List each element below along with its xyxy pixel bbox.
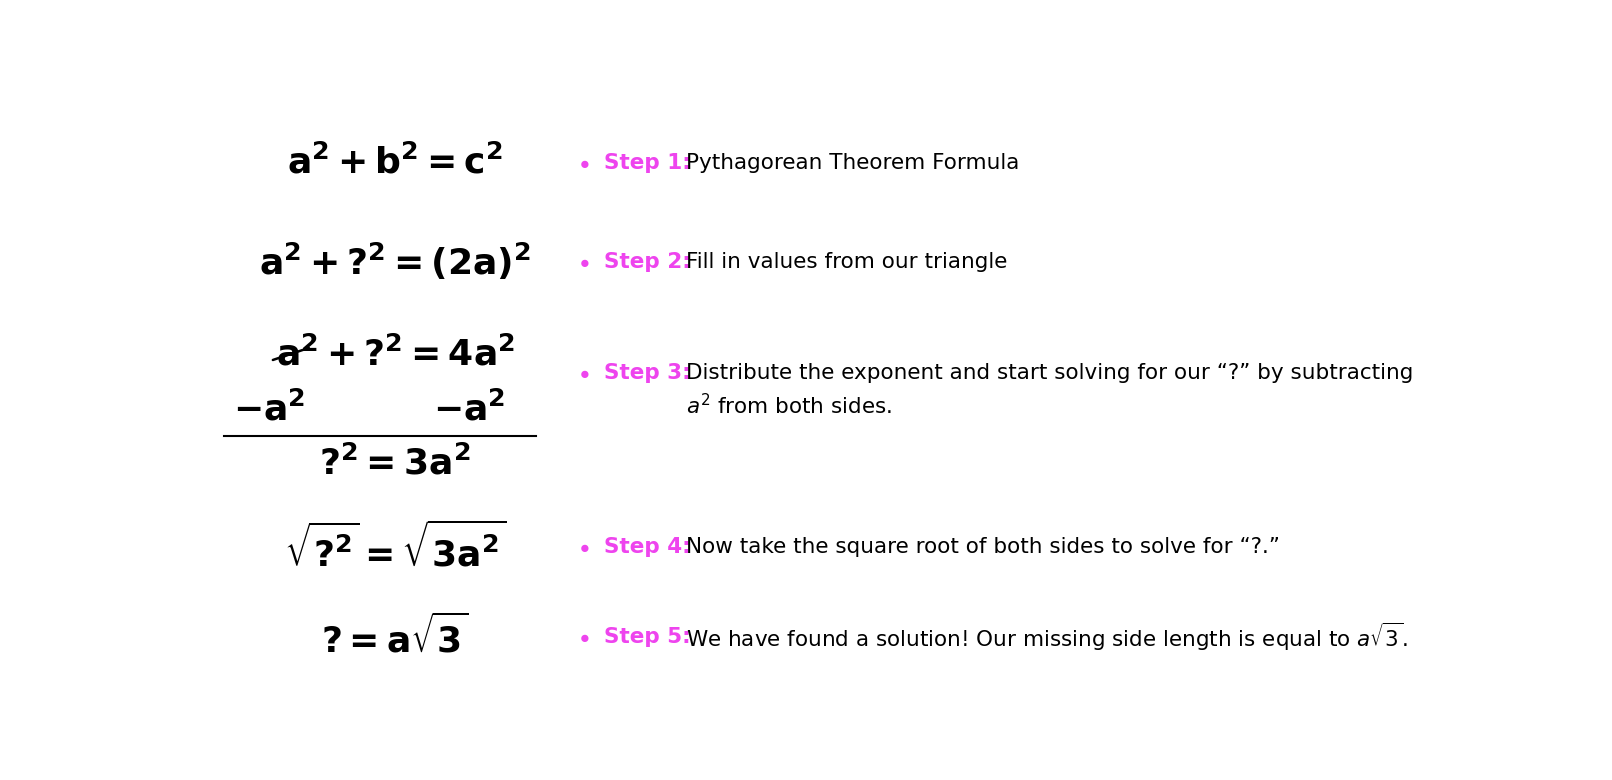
Text: $\mathbf{? = a\sqrt{3}}$: $\mathbf{? = a\sqrt{3}}$ — [321, 615, 469, 660]
Text: Now take the square root of both sides to solve for “?.”: Now take the square root of both sides t… — [687, 537, 1280, 557]
Text: We have found a solution! Our missing side length is equal to $a\sqrt{3}$.: We have found a solution! Our missing si… — [687, 621, 1407, 654]
Text: $\mathbf{-a^2}$: $\mathbf{-a^2}$ — [232, 391, 305, 427]
Text: Distribute the exponent and start solving for our “?” by subtracting: Distribute the exponent and start solvin… — [687, 363, 1414, 383]
Text: Step 2:: Step 2: — [604, 252, 690, 271]
Text: $\bullet$: $\bullet$ — [575, 535, 590, 559]
Text: $\mathbf{?^2 = 3a^2}$: $\mathbf{?^2 = 3a^2}$ — [319, 445, 471, 481]
Text: $\bullet$: $\bullet$ — [575, 361, 590, 385]
Text: $\mathbf{a^2 +?^2 = (2a)^2}$: $\mathbf{a^2 +?^2 = (2a)^2}$ — [260, 241, 532, 282]
Text: Pythagorean Theorem Formula: Pythagorean Theorem Formula — [687, 153, 1020, 172]
Text: Fill in values from our triangle: Fill in values from our triangle — [687, 252, 1008, 271]
Text: $\bullet$: $\bullet$ — [575, 250, 590, 274]
Text: $a^2$ from both sides.: $a^2$ from both sides. — [687, 393, 891, 419]
Text: $\mathbf{a^2 +?^2 = 4a^2}$: $\mathbf{a^2 +?^2 = 4a^2}$ — [276, 337, 514, 373]
Text: $\mathbf{a^2 + b^2 = c^2}$: $\mathbf{a^2 + b^2 = c^2}$ — [287, 144, 503, 181]
Text: Step 4:: Step 4: — [604, 537, 690, 557]
Text: $\mathbf{-a^2}$: $\mathbf{-a^2}$ — [432, 391, 505, 427]
Text: $\bullet$: $\bullet$ — [575, 151, 590, 175]
Text: Step 1:: Step 1: — [604, 153, 690, 172]
Text: $\bullet$: $\bullet$ — [575, 625, 590, 649]
Text: $\mathbf{\sqrt{?^2} = \sqrt{3a^2}}$: $\mathbf{\sqrt{?^2} = \sqrt{3a^2}}$ — [284, 521, 506, 573]
Text: Step 5:: Step 5: — [604, 627, 690, 647]
Text: Step 3:: Step 3: — [604, 363, 690, 383]
